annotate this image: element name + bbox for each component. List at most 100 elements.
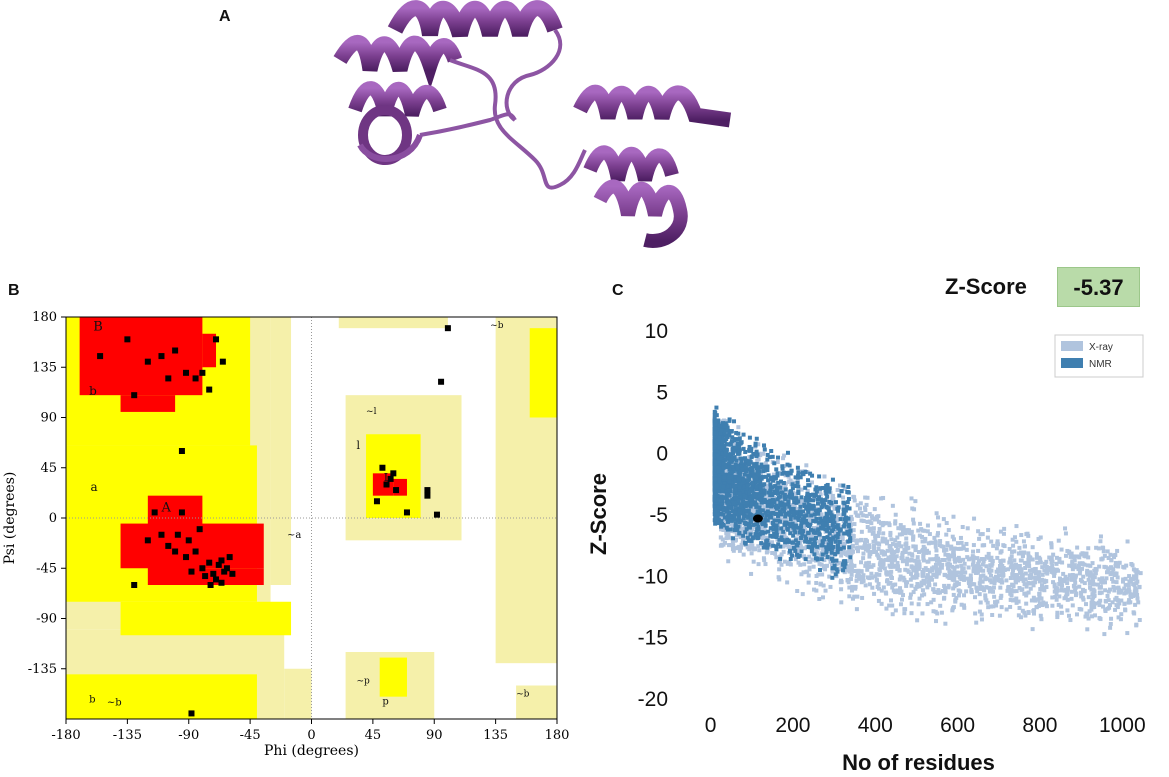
xray-point	[831, 497, 836, 502]
xray-point	[853, 510, 858, 515]
nmr-point	[724, 423, 729, 428]
xray-point	[856, 538, 861, 543]
nmr-point	[731, 450, 736, 455]
xray-point	[991, 543, 996, 548]
nmr-point	[718, 512, 723, 517]
rama-data-point	[151, 509, 158, 516]
z-y-tick-label: 10	[645, 320, 668, 343]
nmr-point	[759, 530, 764, 535]
xray-point	[1056, 602, 1061, 607]
xray-point	[995, 555, 1000, 560]
xray-point	[890, 603, 895, 608]
xray-point	[777, 567, 782, 572]
nmr-point	[836, 531, 841, 536]
xray-point	[962, 561, 967, 566]
xray-point	[909, 558, 914, 563]
nmr-point	[810, 545, 815, 550]
nmr-point	[786, 494, 791, 499]
xray-point	[782, 559, 787, 564]
xray-point	[890, 612, 895, 617]
xray-point	[1119, 612, 1124, 617]
nmr-point	[743, 465, 748, 470]
xray-point	[1127, 574, 1132, 579]
nmr-point	[732, 510, 737, 515]
xray-point	[1104, 576, 1109, 581]
nmr-point	[791, 496, 796, 501]
xray-point	[886, 521, 891, 526]
nmr-point	[728, 442, 733, 447]
xray-point	[896, 543, 901, 548]
z-x-tick-label: 400	[858, 714, 893, 737]
xray-point	[1014, 589, 1019, 594]
nmr-point	[737, 449, 742, 454]
nmr-point	[750, 469, 755, 474]
xray-point	[971, 543, 976, 548]
xray-point	[891, 588, 896, 593]
nmr-point	[745, 486, 750, 491]
xray-point	[850, 544, 855, 549]
nmr-point	[755, 533, 760, 538]
xray-point	[980, 557, 985, 562]
nmr-point	[768, 511, 773, 516]
nmr-point	[822, 517, 827, 522]
xray-point	[864, 513, 869, 518]
nmr-point	[831, 518, 836, 523]
rama-x-tick-label: 135	[483, 728, 508, 743]
nmr-point	[725, 516, 730, 521]
xray-point	[1120, 579, 1125, 584]
xray-point	[761, 451, 766, 456]
xray-point	[920, 588, 925, 593]
xray-point	[879, 563, 884, 568]
xray-point	[1103, 588, 1108, 593]
xray-point	[985, 535, 990, 540]
nmr-point	[754, 486, 759, 491]
xray-point	[849, 514, 854, 519]
nmr-point	[713, 422, 718, 427]
nmr-point	[801, 472, 806, 477]
xray-point	[848, 552, 853, 557]
xray-point	[983, 596, 988, 601]
xray-point	[1050, 603, 1055, 608]
nmr-point	[841, 568, 846, 573]
nmr-point	[838, 527, 843, 532]
xray-point	[951, 586, 956, 591]
xray-point	[1086, 616, 1091, 621]
nmr-point	[791, 525, 796, 530]
nmr-point	[782, 509, 787, 514]
nmr-point	[748, 532, 753, 537]
xray-point	[1122, 586, 1127, 591]
nmr-point	[715, 438, 720, 443]
xray-point	[1099, 590, 1104, 595]
nmr-point	[787, 510, 792, 515]
nmr-point	[718, 482, 723, 487]
xray-point	[849, 563, 854, 568]
rama-data-point	[373, 498, 380, 505]
xray-point	[893, 582, 898, 587]
xray-point	[939, 610, 944, 615]
xray-point	[1008, 591, 1013, 596]
xray-point	[911, 535, 916, 540]
xray-point	[1001, 558, 1006, 563]
legend-swatch	[1061, 341, 1083, 351]
nmr-point	[800, 532, 805, 537]
xray-point	[1111, 579, 1116, 584]
xray-point	[847, 594, 852, 599]
xray-point	[1126, 583, 1131, 588]
nmr-point	[829, 546, 834, 551]
xray-point	[893, 538, 898, 543]
nmr-point	[737, 436, 742, 441]
xray-point	[847, 569, 852, 574]
nmr-point	[811, 530, 816, 535]
xray-point	[736, 459, 741, 464]
nmr-point	[719, 498, 724, 503]
xray-point	[899, 526, 904, 531]
xray-point	[726, 559, 731, 564]
xray-point	[849, 572, 854, 577]
xray-point	[863, 495, 868, 500]
nmr-point	[798, 504, 803, 509]
xray-point	[749, 508, 754, 513]
nmr-point	[805, 491, 810, 496]
xray-point	[1108, 625, 1113, 630]
xray-point	[952, 571, 957, 576]
xray-point	[984, 564, 989, 569]
